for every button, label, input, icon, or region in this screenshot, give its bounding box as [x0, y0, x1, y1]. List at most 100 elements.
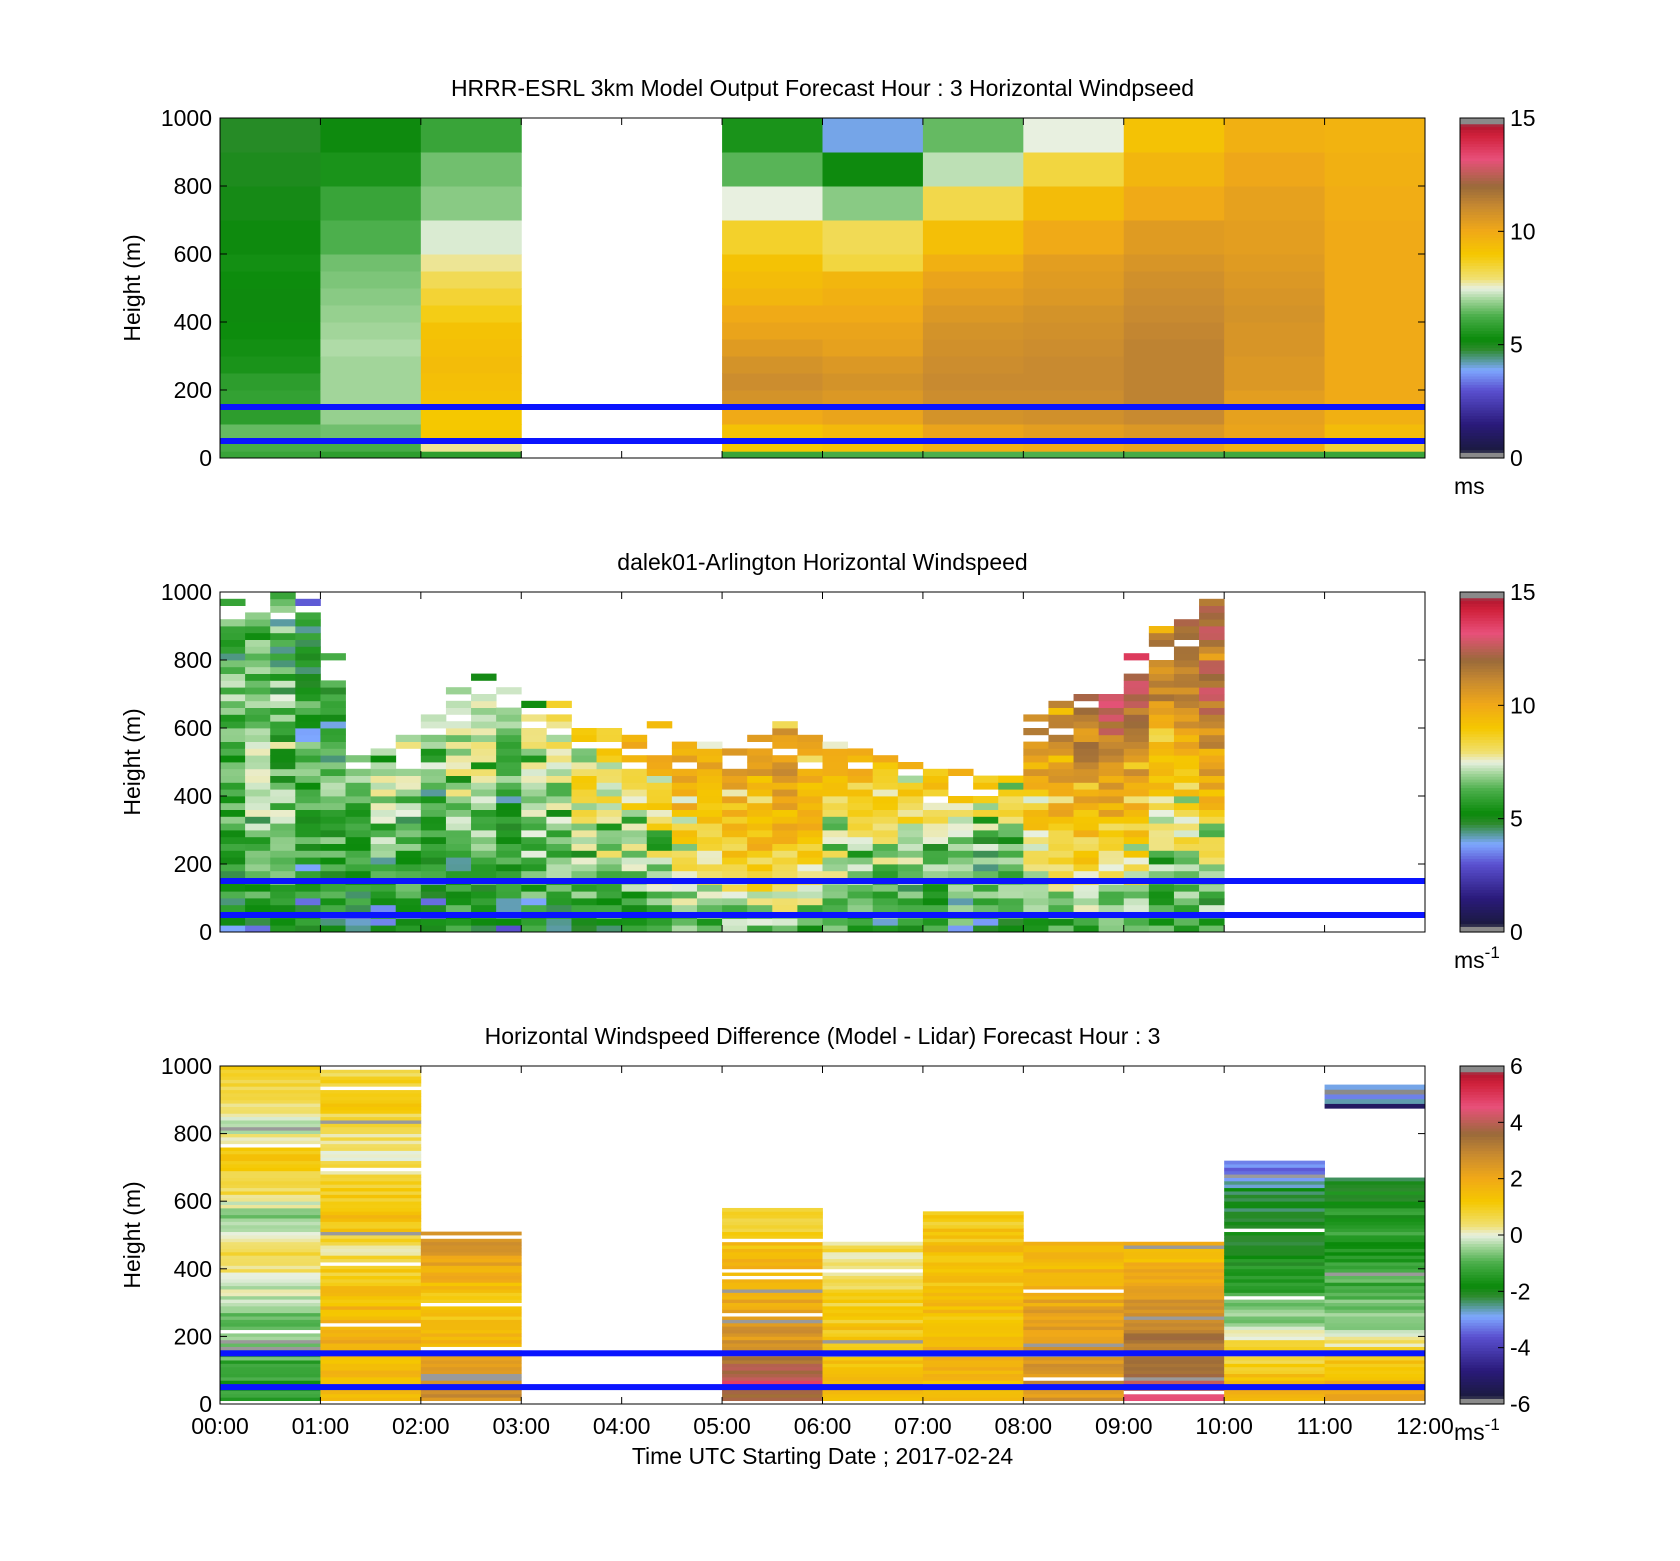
- lidar-cell: [847, 796, 874, 804]
- difference-cell: [420, 1258, 522, 1263]
- difference-cell: [220, 1191, 321, 1195]
- lidar-cell: [245, 809, 271, 817]
- lidar-cell: [270, 734, 296, 742]
- lidar-cell: [571, 870, 597, 878]
- lidar-cell: [471, 768, 497, 776]
- colorbar-segment: [1460, 356, 1504, 360]
- difference-cell: [320, 1282, 422, 1287]
- lidar-cell: [1199, 775, 1225, 783]
- lidar-cell: [345, 918, 372, 926]
- difference-cell: [1224, 1285, 1325, 1290]
- difference-cell: [420, 1356, 522, 1361]
- difference-cell: [320, 1153, 422, 1158]
- colorbar-segment: [1460, 711, 1504, 715]
- lidar-cell: [722, 836, 748, 844]
- colorbar-segment: [1460, 1243, 1504, 1247]
- lidar-cell: [722, 823, 748, 831]
- lidar-cell: [245, 836, 271, 844]
- lidar-cell: [998, 843, 1024, 851]
- difference-cell: [420, 1393, 522, 1398]
- difference-cell: [1324, 1397, 1426, 1402]
- lidar-cell: [571, 768, 597, 776]
- difference-cell: [1023, 1363, 1125, 1368]
- lidar-cell: [797, 904, 823, 912]
- lidar-cell: [496, 884, 522, 892]
- difference-cell: [320, 1292, 422, 1297]
- lidar-cell: [722, 789, 748, 797]
- colorbar-segment: [1460, 801, 1504, 806]
- lidar-cell: [872, 891, 899, 899]
- lidar-cell: [270, 830, 296, 838]
- difference-cell: [220, 1333, 321, 1337]
- colorbar-segment: [1460, 773, 1504, 777]
- lidar-cell: [1123, 864, 1150, 872]
- difference-cell: [1123, 1343, 1225, 1347]
- colorbar-segment: [1460, 657, 1504, 661]
- lidar-cell: [822, 918, 849, 926]
- lidar-cell: [245, 904, 271, 912]
- difference-cell: [1324, 1295, 1426, 1300]
- lidar-cell: [245, 700, 271, 708]
- lidar-cell: [1173, 721, 1200, 729]
- lidar-cell: [496, 830, 522, 838]
- lidar-cell: [1199, 653, 1225, 661]
- lidar-cell: [872, 768, 899, 776]
- lidar-cell: [471, 782, 497, 790]
- colorbar-segment: [1460, 177, 1504, 181]
- lidar-cell: [671, 823, 698, 831]
- colorbar-segment: [1460, 685, 1504, 689]
- colorbar-segment: [1460, 745, 1504, 749]
- lidar-cell: [922, 843, 949, 851]
- lidar-cell: [948, 809, 974, 817]
- lidar-cell: [571, 884, 597, 892]
- lidar-cell: [1123, 870, 1150, 878]
- lidar-cell: [521, 802, 547, 810]
- lidar-cell: [220, 619, 246, 627]
- colorbar-segment: [1460, 1167, 1504, 1171]
- colorbar-segment: [1460, 679, 1504, 684]
- difference-cell: [1324, 1356, 1426, 1361]
- lidar-cell: [1048, 721, 1074, 729]
- lidar-cell: [1148, 694, 1175, 702]
- difference-cell: [1023, 1275, 1125, 1280]
- difference-cell: [1123, 1255, 1225, 1260]
- difference-cell: [822, 1393, 924, 1398]
- colorbar-segment: [1460, 271, 1504, 275]
- lidar-cell: [370, 823, 397, 831]
- colorbar-segment: [1460, 674, 1504, 678]
- lidar-cell: [571, 782, 597, 790]
- lidar-cell: [295, 789, 321, 797]
- model-cell: [220, 356, 321, 374]
- difference-cell: [1023, 1329, 1125, 1334]
- lidar-cell: [496, 687, 522, 695]
- difference-cell: [722, 1322, 823, 1327]
- lidar-cell: [646, 898, 673, 906]
- difference-cell: [722, 1262, 823, 1266]
- lidar-cell: [496, 755, 522, 763]
- difference-cell: [320, 1211, 422, 1216]
- lidar-cell: [998, 850, 1024, 858]
- difference-cell: [922, 1275, 1024, 1280]
- lidar-cell: [571, 823, 597, 831]
- lidar-cell: [471, 714, 497, 722]
- model-cell: [722, 322, 823, 340]
- difference-cell: [320, 1164, 422, 1168]
- lidar-cell: [772, 762, 798, 770]
- lidar-cell: [897, 775, 924, 783]
- difference-cell: [320, 1079, 422, 1084]
- colorbar-segment: [1460, 1257, 1504, 1261]
- model-cell: [1324, 254, 1426, 272]
- difference-cell: [922, 1380, 1024, 1385]
- difference-cell: [220, 1245, 321, 1249]
- lidar-cell: [370, 891, 397, 899]
- lidar-cell: [295, 707, 321, 715]
- difference-cell: [1324, 1292, 1426, 1297]
- difference-cell: [220, 1079, 321, 1084]
- lidar-cell: [270, 626, 296, 634]
- difference-cell: [1224, 1316, 1325, 1320]
- difference-cell: [320, 1109, 422, 1114]
- lidar-cell: [1199, 721, 1225, 729]
- difference-cell: [1324, 1275, 1426, 1280]
- difference-cell: [1023, 1272, 1125, 1276]
